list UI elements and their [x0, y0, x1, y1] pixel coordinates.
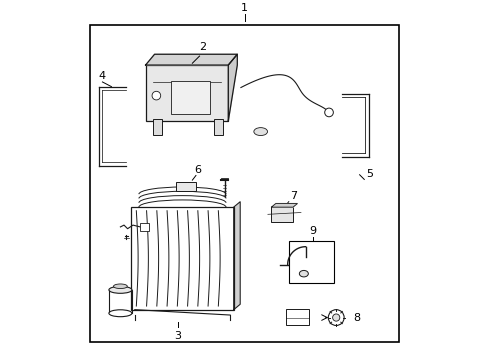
Text: 2: 2: [199, 42, 206, 53]
Bar: [289, 241, 334, 283]
Text: 9: 9: [308, 226, 316, 236]
Ellipse shape: [113, 284, 127, 289]
Ellipse shape: [299, 270, 308, 277]
Ellipse shape: [253, 128, 267, 136]
Bar: [90, 26, 398, 342]
Circle shape: [324, 108, 333, 117]
Polygon shape: [145, 54, 237, 65]
Polygon shape: [271, 203, 297, 207]
Text: 1: 1: [241, 3, 247, 13]
Bar: [131, 207, 233, 310]
Bar: [271, 207, 292, 221]
Bar: [145, 65, 228, 121]
Text: 8: 8: [352, 312, 360, 323]
Text: 3: 3: [174, 330, 181, 341]
Bar: [152, 119, 162, 135]
Ellipse shape: [109, 287, 132, 293]
Text: 7: 7: [289, 191, 297, 201]
Text: 6: 6: [194, 165, 201, 175]
Text: 5: 5: [366, 170, 372, 179]
Ellipse shape: [109, 310, 132, 317]
Polygon shape: [233, 202, 240, 310]
Circle shape: [152, 91, 161, 100]
Bar: [213, 119, 223, 135]
Circle shape: [327, 310, 344, 325]
Circle shape: [332, 314, 339, 321]
Text: 4: 4: [99, 71, 106, 81]
Bar: [170, 81, 210, 114]
Polygon shape: [228, 54, 237, 121]
Bar: [285, 309, 308, 325]
Bar: [109, 290, 132, 313]
Bar: [140, 223, 149, 230]
Bar: [176, 182, 196, 191]
